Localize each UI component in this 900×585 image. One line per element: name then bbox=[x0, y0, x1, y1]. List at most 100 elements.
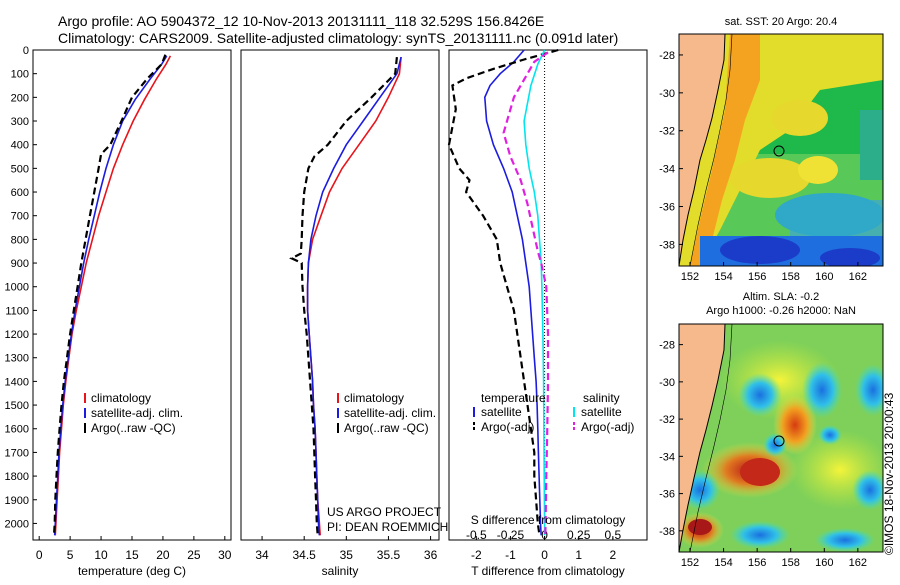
temperature-profiles bbox=[52, 54, 172, 536]
legend-label: Argo(-adj) bbox=[481, 420, 534, 434]
x-tick-label: 36 bbox=[424, 548, 438, 562]
lat-tick-label: -28 bbox=[659, 340, 675, 352]
lat-tick-label: -36 bbox=[659, 489, 675, 501]
x-tick-label: 2 bbox=[610, 548, 617, 562]
lon-tick-label: 158 bbox=[782, 271, 800, 283]
series-line-argo-raw-qc- bbox=[52, 54, 167, 536]
series-line-satellite-adj-clim- bbox=[306, 56, 402, 536]
lat-tick-label: -30 bbox=[659, 377, 675, 389]
depth-tick-label: 300 bbox=[11, 116, 29, 128]
x-tick-label: 30 bbox=[218, 548, 232, 562]
lon-tick-label: 162 bbox=[849, 557, 867, 569]
lon-tick-label: 158 bbox=[782, 557, 800, 569]
lat-tick-label: -36 bbox=[659, 202, 675, 214]
legend-label: Argo(..raw -QC) bbox=[91, 421, 176, 435]
series-line-t-argo-adj- bbox=[447, 48, 559, 536]
legend-label: satellite-adj. clim. bbox=[91, 406, 183, 420]
lat-tick-label: -34 bbox=[659, 164, 675, 176]
argo-location-marker bbox=[773, 145, 785, 157]
x-tick-label: 15 bbox=[125, 548, 139, 562]
t-difference-x-label: T difference from climatology bbox=[471, 564, 625, 578]
x-tick-label: 34 bbox=[255, 548, 269, 562]
lat-tick-label: -32 bbox=[659, 126, 675, 138]
legend-label: satellite bbox=[581, 405, 622, 419]
sla-map-image bbox=[679, 324, 883, 552]
depth-tick-label: 1800 bbox=[5, 471, 29, 483]
s-tick-label: 0.5 bbox=[605, 528, 622, 542]
series-line-argo-raw-qc- bbox=[289, 56, 398, 536]
x-tick-label: -2 bbox=[471, 548, 482, 562]
lat-tick-label: -38 bbox=[659, 239, 675, 251]
imos-timestamp-label: ©IMOS 18-Nov-2013 20:00:43 bbox=[882, 392, 896, 555]
depth-tick-label: 0 bbox=[23, 45, 29, 57]
x-tick-label: 25 bbox=[187, 548, 201, 562]
difference-panel: -2 -1 0 1 2 -0.5 -0.25 0 0.25 0.5 temperature sal… bbox=[447, 48, 648, 578]
salinity-x-axis: 34 34.5 35 35.5 36 bbox=[255, 536, 438, 562]
sla-longitude-axis: 152 154 156 158 160 162 bbox=[681, 548, 867, 569]
salinity-panel: 34 34.5 35 35.5 36 climatologysatellite-adj.… bbox=[240, 49, 448, 578]
t-difference-x-axis: -2 -1 0 1 2 bbox=[471, 536, 617, 562]
depth-tick-label: 800 bbox=[11, 234, 29, 246]
sla-map-title-2: Argo h1000: -0.26 h2000: NaN bbox=[706, 305, 856, 317]
x-tick-label: 20 bbox=[156, 548, 170, 562]
legend-label: climatology bbox=[344, 391, 404, 405]
legend-header-temperature: temperature bbox=[481, 391, 546, 405]
lon-tick-label: 160 bbox=[815, 271, 833, 283]
depth-axis: 0 100 200 300 400 500 600 700 800 900 1000 1100 1200… bbox=[5, 45, 453, 530]
x-tick-label: 35.5 bbox=[377, 548, 401, 562]
depth-tick-label: 200 bbox=[11, 92, 29, 104]
sst-map: sat. SST: 20 Argo: 20.4 -28-30-32-34-36-… bbox=[659, 16, 884, 283]
s-difference-x-label: S difference from climatology bbox=[471, 513, 626, 527]
depth-tick-label: 2000 bbox=[5, 518, 29, 530]
lon-tick-label: 152 bbox=[681, 557, 699, 569]
s-tick-label: -0.5 bbox=[466, 528, 487, 542]
x-tick-label: 0 bbox=[36, 548, 43, 562]
sst-longitude-axis: 152 154 156 158 160 162 bbox=[681, 262, 867, 283]
credit-line-2: PI: DEAN ROEMMICH bbox=[327, 520, 448, 534]
x-tick-label: 10 bbox=[94, 548, 108, 562]
sst-latitude-axis: -28 -30 -32 -34 -36 -38 bbox=[659, 50, 683, 251]
depth-tick-label: 600 bbox=[11, 187, 29, 199]
lat-tick-label: -34 bbox=[659, 451, 675, 463]
s-difference-x-axis: -0.5 -0.25 0 0.25 0.5 bbox=[466, 528, 622, 542]
salinity-x-label: salinity bbox=[322, 564, 359, 578]
sla-map: Altim. SLA: -0.2 Argo h1000: -0.26 h2000… bbox=[659, 291, 884, 569]
temperature-axes-box bbox=[32, 49, 232, 541]
series-line-s-satellite bbox=[523, 49, 546, 536]
legend-header-salinity: salinity bbox=[583, 391, 620, 405]
depth-tick-label: 100 bbox=[11, 69, 29, 81]
x-tick-label: 35 bbox=[340, 548, 354, 562]
difference-legend: temperature salinitysatelliteArgo(-adj)sa… bbox=[473, 391, 634, 434]
legend-label: satellite-adj. clim. bbox=[344, 406, 436, 420]
difference-axes-box bbox=[448, 49, 648, 541]
salinity-axes-box bbox=[240, 49, 440, 541]
depth-tick-label: 1400 bbox=[5, 376, 29, 388]
series-line-satellite-adj-clim- bbox=[53, 55, 168, 536]
temperature-x-axis: 0 5 10 15 20 25 30 bbox=[36, 536, 232, 562]
title-line-1: Argo profile: AO 5904372_12 10-Nov-2013 … bbox=[58, 13, 544, 29]
lat-tick-label: -32 bbox=[659, 414, 675, 426]
argo-location-marker-sla bbox=[773, 435, 785, 447]
depth-tick-label: 1500 bbox=[5, 400, 29, 412]
lon-tick-label: 152 bbox=[681, 271, 699, 283]
series-line-t-satellite bbox=[483, 49, 542, 536]
depth-tick-label: 1700 bbox=[5, 447, 29, 459]
lon-tick-label: 154 bbox=[714, 557, 732, 569]
x-tick-label: 0 bbox=[541, 548, 548, 562]
lon-tick-label: 156 bbox=[748, 557, 766, 569]
title-line-2: Climatology: CARS2009. Satellite-adjuste… bbox=[58, 30, 618, 46]
lat-tick-label: -28 bbox=[659, 50, 675, 62]
lon-tick-label: 156 bbox=[748, 271, 766, 283]
x-tick-label: -1 bbox=[505, 548, 516, 562]
temperature-x-label: temperature (deg C) bbox=[78, 564, 186, 578]
difference-profiles bbox=[447, 48, 559, 536]
depth-tick-label: 400 bbox=[11, 140, 29, 152]
sst-map-image bbox=[679, 34, 883, 266]
depth-tick-label: 1000 bbox=[5, 282, 29, 294]
sla-map-title-1: Altim. SLA: -0.2 bbox=[743, 291, 819, 303]
depth-tick-label: 1900 bbox=[5, 495, 29, 507]
lon-tick-label: 160 bbox=[815, 557, 833, 569]
sla-latitude-axis: -28 -30 -32 -34 -36 -38 bbox=[659, 340, 683, 538]
